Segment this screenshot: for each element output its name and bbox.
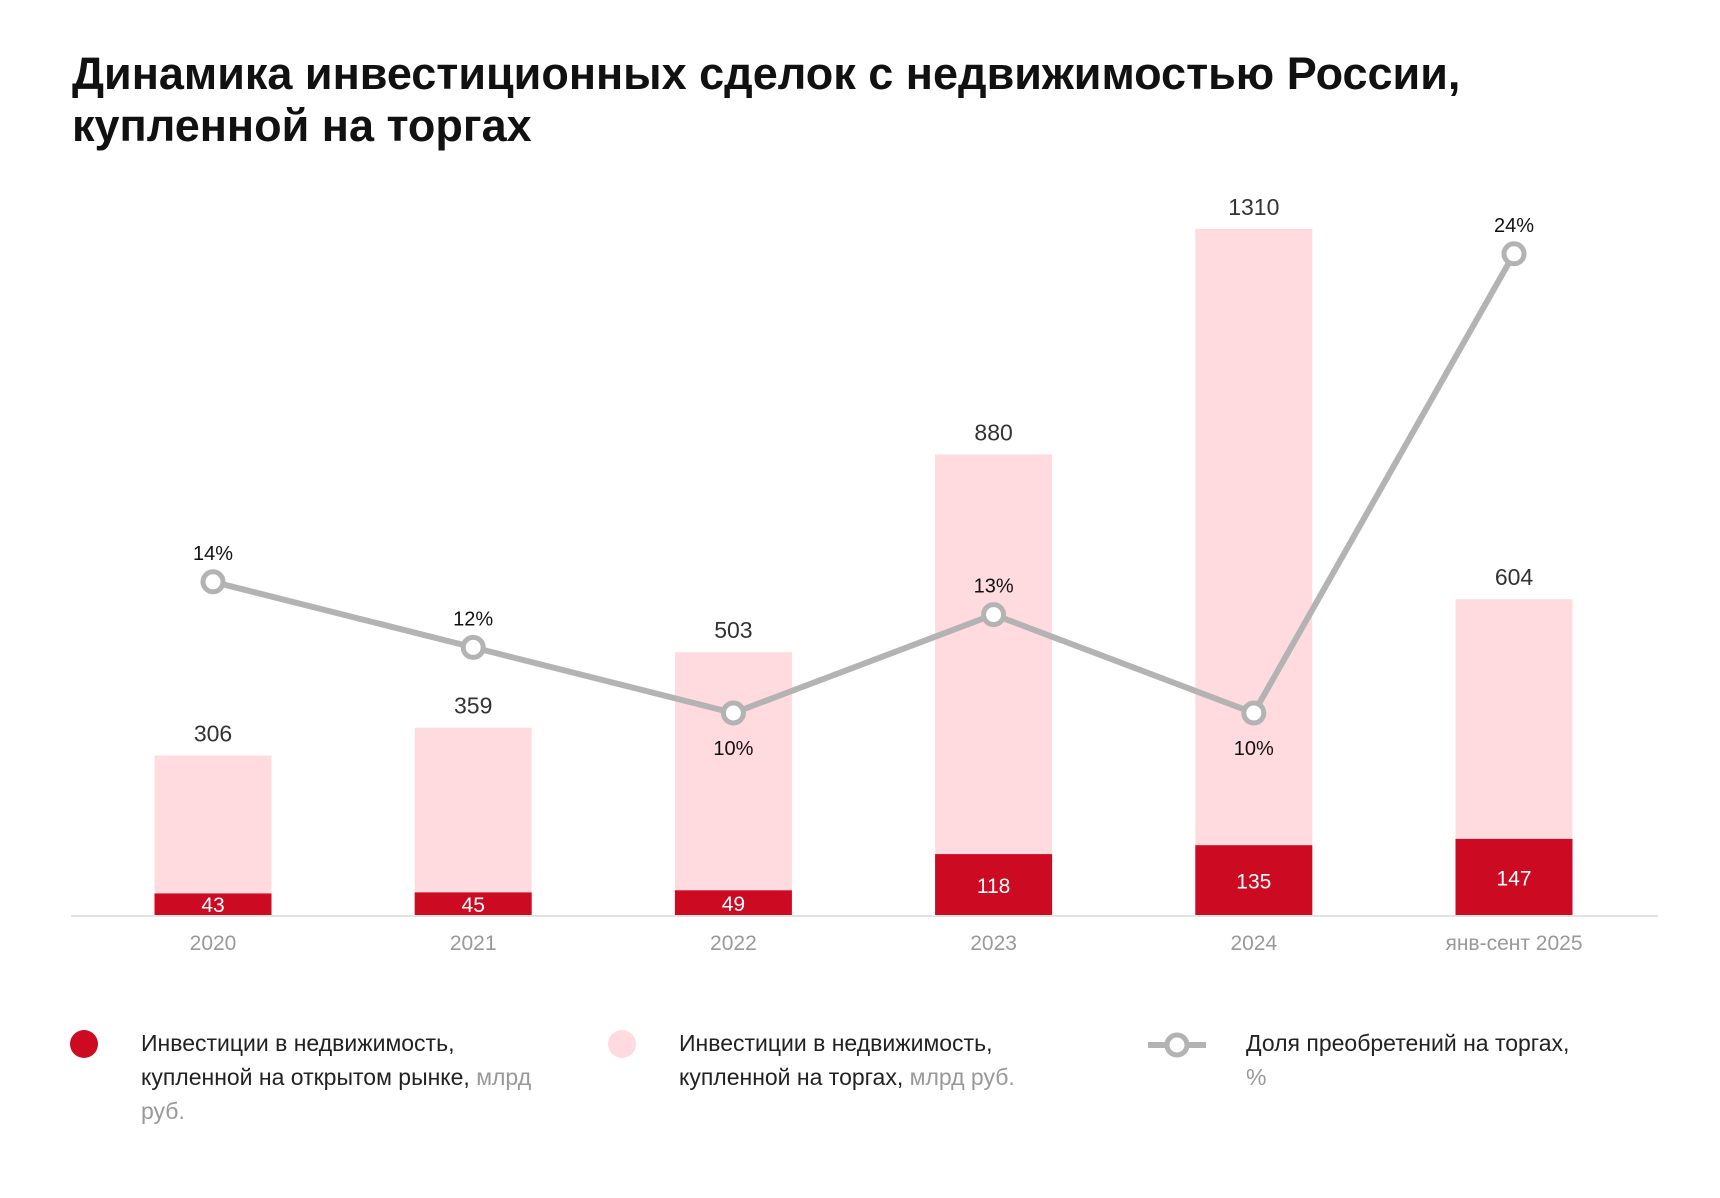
share-point	[720, 700, 746, 726]
share-label: 24%	[1494, 215, 1534, 237]
data-label-auction: 359	[454, 693, 492, 719]
bar-auction	[1195, 228, 1313, 916]
legend-item-auction: Инвестиции в недвижимость, купленной на …	[679, 1026, 1099, 1094]
legend-label: Доля преобретений на торгах,	[1246, 1030, 1570, 1056]
share-point	[200, 569, 226, 595]
bar-open-market	[674, 890, 792, 916]
data-label-open-market: 43	[201, 894, 224, 917]
data-label-auction: 880	[974, 419, 1012, 445]
x-tick-label: янв-сент 2025	[1445, 932, 1582, 955]
share-label: 12%	[453, 608, 493, 630]
x-tick-label: 2020	[190, 932, 237, 955]
share-label: 10%	[1234, 738, 1274, 760]
data-label-auction: 503	[714, 617, 752, 643]
bar-auction	[154, 755, 272, 916]
data-label-auction: 306	[194, 721, 232, 747]
legend-unit: млрд руб.	[909, 1064, 1015, 1090]
legend-unit: млрд руб.	[141, 1064, 532, 1124]
data-label-open-market: 49	[722, 893, 745, 916]
legend-unit: %	[1246, 1064, 1267, 1090]
x-tick-label: 2022	[710, 932, 757, 955]
chart-plot: 306 43 2020 359 45 2021 503 49 2022 880 118 2023 131…	[71, 194, 1658, 955]
data-label-open-market: 147	[1496, 867, 1531, 890]
legend-label: Инвестиции в недвижимость, купленной на …	[141, 1030, 470, 1090]
legend-label: Инвестиции в недвижимость, купленной на …	[679, 1030, 993, 1090]
chart-title: Динамика инвестиционных сделок с недвижи…	[72, 48, 1461, 151]
legend-line-marker-icon	[1148, 1032, 1206, 1058]
x-tick-label: 2021	[450, 932, 497, 955]
bar-open-market	[1195, 845, 1313, 916]
share-label: 10%	[713, 738, 753, 760]
bar-auction	[935, 454, 1053, 916]
x-tick-label: 2023	[970, 932, 1017, 955]
share-point	[460, 634, 486, 660]
share-line	[212, 252, 1517, 717]
share-label: 13%	[974, 576, 1014, 598]
legend-item-open-market: Инвестиции в недвижимость, купленной на …	[141, 1026, 561, 1128]
bar-open-market	[154, 893, 272, 916]
share-point	[1241, 700, 1267, 726]
data-label-open-market: 135	[1236, 871, 1271, 894]
data-label-open-market: 45	[462, 894, 485, 917]
data-label-open-market: 118	[977, 875, 1010, 898]
bar-auction	[674, 652, 792, 916]
share-point	[981, 602, 1007, 628]
share-label: 14%	[193, 543, 233, 565]
bar-auction	[414, 727, 532, 916]
x-tick-label: 2024	[1230, 932, 1277, 955]
bar-open-market	[414, 892, 532, 916]
bar-open-market	[1455, 838, 1573, 916]
data-label-auction: 1310	[1228, 194, 1279, 220]
share-point	[1501, 241, 1527, 267]
legend-item-share: Доля преобретений на торгах,%	[1246, 1026, 1666, 1094]
legend-swatch-open-market	[70, 1030, 98, 1058]
data-label-auction: 604	[1495, 564, 1534, 590]
bar-open-market	[935, 854, 1053, 916]
legend-swatch-auction	[608, 1030, 636, 1058]
